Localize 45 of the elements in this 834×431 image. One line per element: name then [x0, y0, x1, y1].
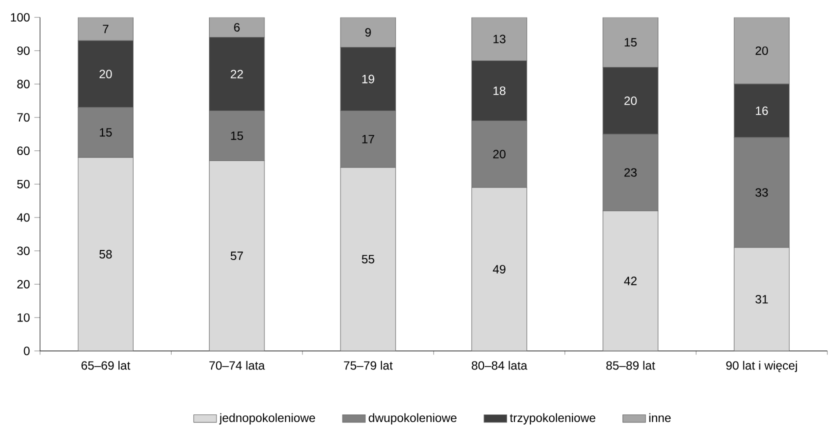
- legend-label: jednopokoleniowe: [219, 413, 316, 424]
- legend-label: trzypokoleniowe: [510, 413, 596, 424]
- data-label: 20: [624, 96, 637, 105]
- y-tick-label: 60: [17, 146, 30, 156]
- x-tick-label: 75–79 lat: [344, 360, 393, 370]
- y-tick-label: 90: [17, 46, 30, 55]
- data-label: 18: [494, 86, 506, 95]
- y-tick-label: 70: [17, 113, 30, 122]
- y-tick-label: 30: [17, 246, 30, 256]
- legend-label: dwupokoleniowe: [368, 413, 457, 424]
- x-tick-label: 85–89 lat: [606, 360, 656, 370]
- data-label: 15: [100, 128, 112, 137]
- data-label: 15: [624, 38, 637, 47]
- y-tick-label: 10: [18, 313, 30, 322]
- data-label: 13: [494, 34, 506, 44]
- y-tick-label: 0: [24, 346, 30, 356]
- data-label: 55: [362, 255, 374, 264]
- data-label: 20: [493, 150, 506, 158]
- x-tick-label: 70–74 lata: [209, 360, 265, 370]
- data-label: 42: [624, 276, 637, 286]
- data-label: 23: [624, 168, 637, 177]
- x-tick-label: 65–69 lat: [82, 360, 130, 370]
- y-tick-label: 100: [10, 13, 30, 22]
- data-label: 49: [492, 264, 506, 274]
- data-label: 58: [99, 250, 112, 258]
- x-tick-label: 90 lat i więcej: [726, 360, 797, 372]
- x-tick-label: 80–84 lata: [472, 360, 528, 370]
- y-tick-label: 80: [17, 80, 30, 88]
- data-label: 7: [102, 24, 108, 34]
- data-label: 20: [756, 46, 768, 55]
- y-tick-label: 40: [16, 213, 30, 222]
- legend-label: inne: [649, 413, 671, 422]
- data-label: 9: [365, 28, 371, 37]
- data-label: 6: [234, 23, 240, 32]
- data-label: 19: [362, 74, 374, 84]
- data-label: 31: [756, 294, 768, 304]
- data-label: 33: [756, 188, 768, 197]
- data-label: 15: [231, 132, 244, 140]
- data-label: 17: [362, 134, 374, 144]
- data-label: 57: [230, 252, 243, 260]
- data-label: 20: [100, 70, 112, 78]
- data-label: 22: [230, 70, 243, 78]
- data-label: 16: [756, 106, 768, 116]
- y-tick-label: 50: [17, 180, 30, 188]
- y-tick-label: 20: [17, 280, 30, 288]
